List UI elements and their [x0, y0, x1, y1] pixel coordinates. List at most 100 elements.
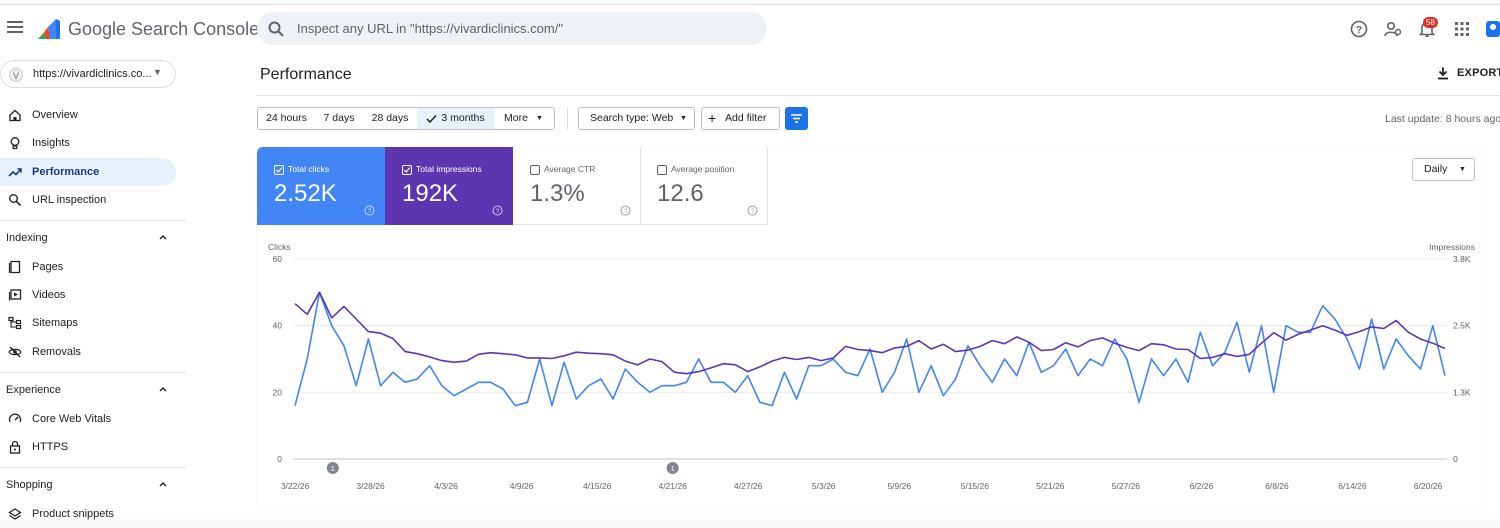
videos-icon	[8, 289, 22, 301]
annotation-marker	[666, 462, 679, 474]
chevron-down-icon: ▼	[153, 67, 162, 77]
checkbox-unchecked-icon[interactable]	[530, 165, 540, 175]
export-label: EXPORT	[1457, 67, 1500, 79]
menu-icon[interactable]	[6, 18, 24, 36]
svg-text:?: ?	[496, 208, 500, 215]
metric-value: 192K	[402, 180, 459, 207]
svg-text:?: ?	[368, 208, 372, 215]
search-type-filter[interactable]: Search type: Web ▼	[578, 107, 695, 130]
apps-grid-icon[interactable]	[1452, 19, 1472, 39]
caret-down-icon: ▼	[680, 115, 687, 122]
chevron-up-icon	[159, 387, 167, 392]
metric-total-clicks[interactable]: Total clicks 2.52K ?	[257, 147, 385, 225]
sidebar-item-label: Pages	[32, 261, 64, 273]
metric-average-ctr[interactable]: Average CTR 1.3% ?	[513, 147, 641, 225]
range-28-days[interactable]: 28 days	[363, 107, 418, 130]
range-label: 3 months	[441, 112, 485, 124]
granularity-label: Daily	[1424, 163, 1448, 175]
lightbulb-icon	[10, 137, 20, 150]
sidebar-item-label: Sitemaps	[32, 317, 78, 329]
sidebar-item-sitemaps[interactable]: Sitemaps	[0, 309, 176, 337]
download-icon	[1438, 67, 1448, 80]
sidebar: V https://vivardiclinics.co... ▼ Overvie…	[0, 52, 196, 520]
account-avatar-icon[interactable]	[1486, 19, 1500, 39]
search-type-label: Search type: Web	[590, 112, 674, 124]
metric-value: 1.3%	[530, 180, 585, 207]
range-7-days[interactable]: 7 days	[315, 107, 364, 130]
checkbox-checked-icon[interactable]	[274, 165, 284, 175]
sidebar-divider	[0, 220, 196, 221]
sidebar-divider	[0, 372, 196, 373]
metric-label: Total impressions	[416, 164, 482, 174]
sidebar-item-videos[interactable]: Videos	[0, 281, 176, 309]
trending-up-icon	[8, 168, 22, 177]
x-tick-label: 4/9/26	[510, 481, 534, 491]
sidebar-item-performance[interactable]: Performance	[0, 158, 176, 186]
metric-value: 2.52K	[274, 180, 337, 207]
range-3-months[interactable]: 3 months	[417, 107, 496, 130]
pages-icon	[8, 260, 21, 274]
y-tick-left: 60	[273, 254, 283, 264]
sitemap-icon	[8, 316, 22, 330]
svg-text:?: ?	[1356, 25, 1362, 36]
header-divider	[256, 95, 1500, 96]
section-title: Experience	[6, 384, 62, 396]
sidebar-item-overview[interactable]: Overview	[0, 101, 176, 129]
sidebar-item-url-inspection[interactable]: URL inspection	[0, 186, 176, 214]
x-tick-label: 5/15/26	[961, 481, 990, 491]
sidebar-item-pages[interactable]: Pages	[0, 253, 176, 281]
property-selector[interactable]: V https://vivardiclinics.co... ▼	[0, 60, 176, 88]
search-console-logo[interactable]	[36, 17, 62, 41]
y-axis-label-left: Clicks	[268, 242, 291, 252]
checkbox-checked-icon[interactable]	[402, 165, 412, 175]
search-icon	[268, 21, 284, 37]
metric-total-impressions[interactable]: Total impressions 192K ?	[385, 147, 513, 225]
metric-value: 12.6	[657, 180, 704, 207]
y-tick-right: 1.3K	[1453, 387, 1471, 397]
granularity-dropdown[interactable]: Daily ▼	[1412, 158, 1475, 181]
x-tick-label: 4/21/26	[658, 481, 687, 491]
sidebar-item-product-snippets[interactable]: Product snippets	[0, 500, 176, 528]
toolbar-divider	[567, 107, 568, 130]
checkbox-unchecked-icon[interactable]	[657, 165, 667, 175]
search-input[interactable]	[297, 12, 757, 45]
metric-label: Average position	[671, 164, 735, 174]
x-tick-label: 5/9/26	[887, 481, 911, 491]
manage-users-icon[interactable]	[1383, 19, 1403, 39]
section-indexing[interactable]: Indexing	[0, 226, 176, 250]
sidebar-item-https[interactable]: HTTPS	[0, 433, 176, 461]
range-24-hours[interactable]: 24 hours	[257, 107, 316, 130]
main-content: Performance EXPORT 24 hours 7 days 28 da…	[186, 52, 1500, 519]
sidebar-item-label: Insights	[32, 137, 70, 149]
annotation-marker-label: 1	[331, 464, 335, 473]
performance-chart: Clicks Impressions 60 3.8K 40 2.5K 20 1.3K 0 0 3/2…	[268, 242, 1475, 491]
section-shopping[interactable]: Shopping	[0, 473, 176, 497]
y-axis-label-right: Impressions	[1429, 242, 1475, 252]
notification-badge: 58	[1423, 17, 1438, 28]
help-icon[interactable]: ?	[1349, 19, 1369, 39]
annotation-marker	[326, 462, 339, 474]
url-inspection-searchbar[interactable]	[257, 12, 767, 45]
add-filter-button[interactable]: + Add filter	[701, 107, 780, 130]
visibility-off-icon	[8, 346, 22, 358]
sidebar-item-insights[interactable]: Insights	[0, 129, 176, 157]
help-icon[interactable]: ?	[620, 205, 631, 216]
section-experience[interactable]: Experience	[0, 378, 176, 402]
y-tick-right: 3.8K	[1453, 254, 1471, 264]
sidebar-item-label: Performance	[32, 166, 100, 178]
sidebar-item-core-web-vitals[interactable]: Core Web Vitals	[0, 405, 176, 433]
sidebar-item-removals[interactable]: Removals	[0, 338, 176, 366]
series-line-impressions	[294, 291, 1446, 375]
y-tick-left: 0	[277, 454, 282, 464]
range-more-dropdown[interactable]: More ▼	[495, 107, 555, 130]
x-tick-label: 4/3/26	[434, 481, 458, 491]
metric-average-position[interactable]: Average position 12.6 ?	[640, 147, 768, 225]
help-icon[interactable]: ?	[492, 205, 503, 216]
filter-options-button[interactable]	[785, 107, 808, 130]
help-icon[interactable]: ?	[364, 205, 375, 216]
chevron-up-icon	[159, 482, 167, 487]
sidebar-item-label: Core Web Vitals	[32, 413, 112, 425]
help-icon[interactable]: ?	[747, 205, 758, 216]
app-title: Google Search Console	[68, 19, 260, 39]
x-tick-label: 6/14/26	[1338, 481, 1367, 491]
